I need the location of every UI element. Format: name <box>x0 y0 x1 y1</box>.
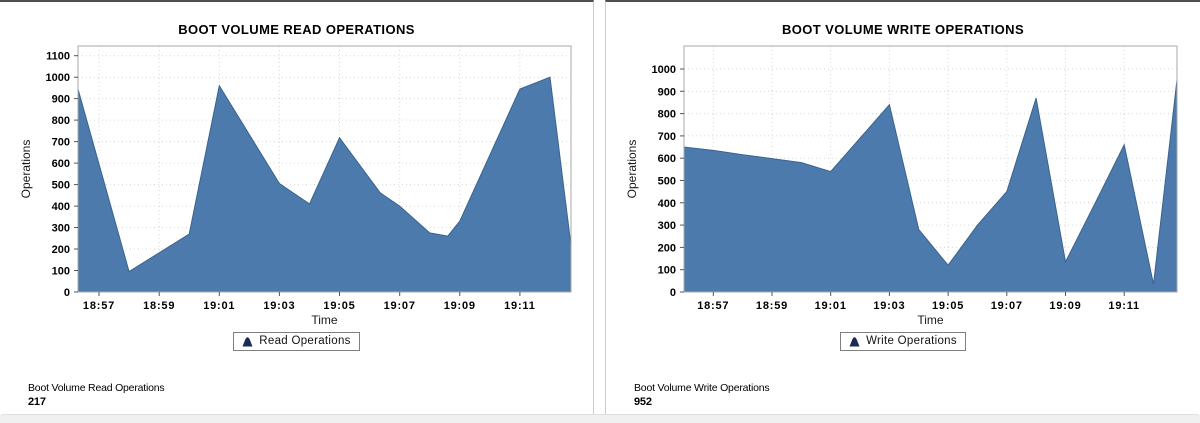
legend-row-write: Write Operations <box>606 332 1200 351</box>
read-operations-chart[interactable]: 0 100 200 300 400 500 600 700 800 900 1000 1100 18:5… <box>0 2 594 328</box>
svg-text:19:07: 19:07 <box>384 300 416 312</box>
bottom-strip <box>0 414 1200 423</box>
svg-text:700: 700 <box>658 131 676 143</box>
svg-text:19:11: 19:11 <box>1108 300 1140 312</box>
svg-text:700: 700 <box>52 137 70 149</box>
svg-text:19:01: 19:01 <box>203 300 235 312</box>
svg-text:Operations: Operations <box>19 140 33 199</box>
svg-text:19:07: 19:07 <box>991 300 1023 312</box>
svg-text:800: 800 <box>52 115 70 127</box>
area-series-icon <box>849 336 860 346</box>
write-operations-panel: BOOT VOLUME WRITE OPERATIONS 0 100 200 300 4… <box>605 0 1200 414</box>
svg-text:100: 100 <box>658 265 676 277</box>
svg-text:19:05: 19:05 <box>323 300 355 312</box>
svg-text:600: 600 <box>658 153 676 165</box>
summary-label-read: Boot Volume Read Operations <box>28 382 165 394</box>
svg-text:500: 500 <box>52 180 70 192</box>
svg-text:900: 900 <box>52 94 70 106</box>
svg-text:1000: 1000 <box>46 72 70 84</box>
write-operations-chart[interactable]: 0 100 200 300 400 500 600 700 800 900 1000 18:57 18:… <box>606 2 1200 328</box>
svg-text:Time: Time <box>311 313 338 327</box>
svg-text:18:57: 18:57 <box>697 300 729 312</box>
svg-text:Time: Time <box>917 313 944 327</box>
svg-text:1100: 1100 <box>46 51 70 63</box>
summary-label-write: Boot Volume Write Operations <box>634 382 770 394</box>
svg-text:19:09: 19:09 <box>444 300 476 312</box>
summary-write: Boot Volume Write Operations 952 <box>634 381 770 409</box>
svg-text:300: 300 <box>52 223 70 235</box>
read-operations-panel: BOOT VOLUME READ OPERATIONS 0 100 200 300 40… <box>0 0 594 414</box>
summary-value-read: 217 <box>28 396 46 408</box>
svg-text:18:59: 18:59 <box>756 300 788 312</box>
legend-label-read: Read Operations <box>259 335 351 347</box>
svg-text:19:11: 19:11 <box>504 300 536 312</box>
svg-text:800: 800 <box>658 109 676 121</box>
svg-text:1000: 1000 <box>652 64 676 76</box>
legend-row-read: Read Operations <box>0 332 593 351</box>
svg-text:19:09: 19:09 <box>1049 300 1081 312</box>
legend-write: Write Operations <box>840 332 966 351</box>
svg-text:18:59: 18:59 <box>143 300 175 312</box>
svg-text:400: 400 <box>658 198 676 210</box>
legend-read: Read Operations <box>233 332 360 351</box>
svg-text:400: 400 <box>52 201 70 213</box>
svg-text:Operations: Operations <box>625 140 639 199</box>
svg-text:19:01: 19:01 <box>815 300 847 312</box>
svg-text:18:57: 18:57 <box>83 300 115 312</box>
svg-text:0: 0 <box>64 287 70 299</box>
svg-text:200: 200 <box>52 244 70 256</box>
svg-text:100: 100 <box>52 266 70 278</box>
svg-text:300: 300 <box>658 220 676 232</box>
svg-text:0: 0 <box>670 287 676 299</box>
area-series-icon <box>242 336 253 346</box>
chart-title-read: BOOT VOLUME READ OPERATIONS <box>178 22 415 37</box>
svg-text:200: 200 <box>658 242 676 254</box>
summary-read: Boot Volume Read Operations 217 <box>28 381 165 409</box>
svg-text:600: 600 <box>52 158 70 170</box>
svg-text:500: 500 <box>658 176 676 188</box>
legend-label-write: Write Operations <box>866 335 957 347</box>
svg-text:19:05: 19:05 <box>932 300 964 312</box>
chart-title-write: BOOT VOLUME WRITE OPERATIONS <box>781 22 1025 37</box>
svg-text:900: 900 <box>658 86 676 98</box>
svg-text:19:03: 19:03 <box>263 300 295 312</box>
svg-text:19:03: 19:03 <box>873 300 905 312</box>
summary-value-write: 952 <box>634 396 652 408</box>
